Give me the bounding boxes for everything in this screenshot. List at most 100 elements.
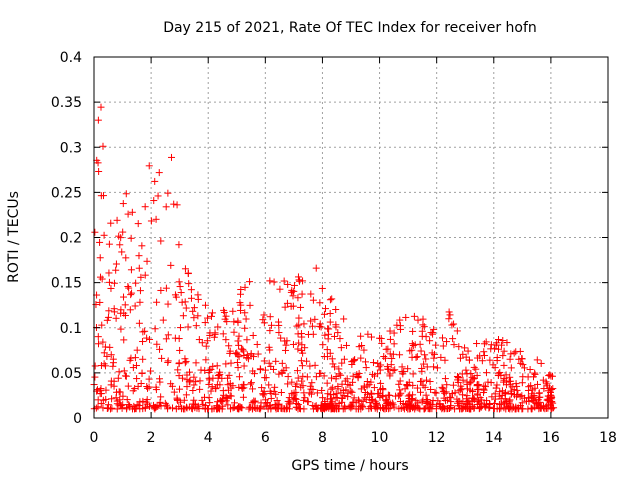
data-point [202, 342, 210, 350]
data-point [176, 283, 184, 291]
data-point [100, 360, 108, 368]
data-point [152, 215, 160, 223]
data-point [234, 364, 242, 372]
data-point [94, 159, 102, 167]
data-point [114, 374, 122, 382]
data-point [462, 366, 470, 374]
data-point [540, 403, 548, 411]
data-point [485, 404, 493, 412]
data-point [454, 373, 462, 381]
data-point [129, 387, 137, 395]
data-point [153, 340, 161, 348]
data-point [295, 321, 303, 329]
data-point [272, 390, 280, 398]
data-point [292, 395, 300, 403]
data-point [180, 396, 188, 404]
data-point [465, 356, 473, 364]
data-point [261, 374, 269, 382]
data-point [463, 405, 471, 413]
data-point [420, 405, 428, 413]
data-point [289, 340, 297, 348]
data-point [365, 381, 373, 389]
data-point [409, 342, 417, 350]
data-point [546, 371, 554, 379]
data-point [352, 399, 360, 407]
data-point [234, 337, 242, 345]
data-point [214, 323, 222, 331]
data-point [384, 398, 392, 406]
data-point [328, 295, 336, 303]
data-point [179, 405, 187, 413]
data-point [449, 335, 457, 343]
data-point [533, 356, 541, 364]
data-point [389, 401, 397, 409]
data-point [241, 324, 249, 332]
data-point [461, 344, 469, 352]
data-point [236, 403, 244, 411]
x-tick-label: 10 [371, 430, 389, 446]
data-point [330, 332, 338, 340]
data-point [133, 346, 141, 354]
data-point [319, 394, 327, 402]
data-point [185, 403, 193, 411]
data-point [521, 364, 529, 372]
data-point [497, 372, 505, 380]
data-point [329, 384, 337, 392]
data-point [409, 370, 417, 378]
data-point [418, 364, 426, 372]
data-point [347, 402, 355, 410]
data-point [294, 374, 302, 382]
data-point [212, 385, 220, 393]
data-point [177, 324, 185, 332]
data-point [323, 379, 331, 387]
data-point [328, 355, 336, 363]
data-point [417, 378, 425, 386]
data-point [124, 283, 132, 291]
data-point [106, 343, 114, 351]
data-point [249, 367, 257, 375]
data-point [175, 359, 183, 367]
data-point [119, 392, 127, 400]
data-point [119, 200, 127, 208]
data-point [137, 380, 145, 388]
data-point [189, 400, 197, 408]
data-point [241, 283, 249, 291]
data-point [446, 311, 454, 319]
data-point [222, 360, 230, 368]
data-point [506, 396, 514, 404]
data-point [447, 394, 455, 402]
data-point [309, 401, 317, 409]
data-point [259, 391, 267, 399]
data-point [412, 397, 420, 405]
data-point [336, 335, 344, 343]
data-point [157, 286, 165, 294]
data-point [112, 266, 120, 274]
data-point [136, 298, 144, 306]
data-point [326, 310, 334, 318]
data-point [450, 341, 458, 349]
data-point [406, 391, 414, 399]
data-point [287, 302, 295, 310]
data-point [174, 366, 182, 374]
data-point [117, 234, 125, 242]
data-point [499, 352, 507, 360]
data-point [493, 405, 501, 413]
data-point [363, 378, 371, 386]
data-point [235, 353, 243, 361]
data-point [456, 354, 464, 362]
data-point [518, 379, 526, 387]
data-point [203, 337, 211, 345]
data-point [386, 350, 394, 358]
data-point [110, 308, 118, 316]
data-point [156, 378, 164, 386]
data-point [122, 254, 130, 262]
data-point [120, 367, 128, 375]
data-point [438, 383, 446, 391]
data-point [143, 382, 151, 390]
data-point [293, 322, 301, 330]
data-point [478, 396, 486, 404]
data-point [261, 366, 269, 374]
data-point [128, 208, 136, 216]
data-point [377, 379, 385, 387]
data-point [455, 343, 463, 351]
